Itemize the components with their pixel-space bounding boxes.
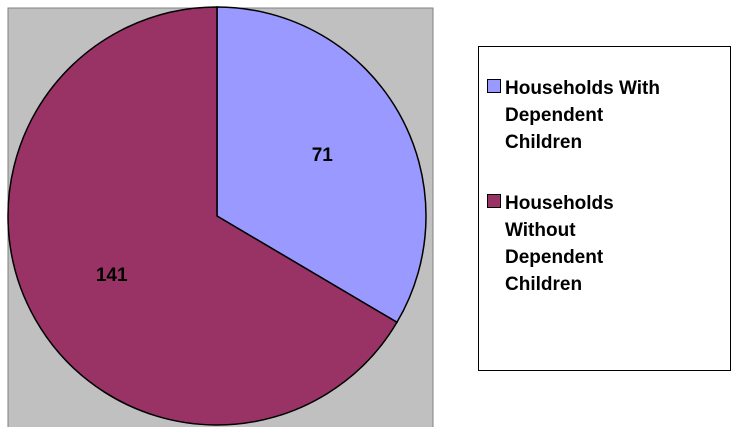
chart: 71 141 [7,6,434,427]
legend-entry: Households With Dependent Children [487,75,730,156]
legend-label: Households With Dependent Children [505,78,660,153]
legend-swatch [487,194,501,208]
data-label: 71 [312,145,334,166]
legend: Households With Dependent Children Househ… [478,46,731,371]
pie-slice [7,6,398,426]
data-label: 141 [96,265,128,286]
legend-label: Households Without Dependent Children [505,193,614,295]
pie-slice [216,6,427,324]
legend-entry: Households Without Dependent Children [487,190,730,298]
legend-swatch [487,79,501,93]
